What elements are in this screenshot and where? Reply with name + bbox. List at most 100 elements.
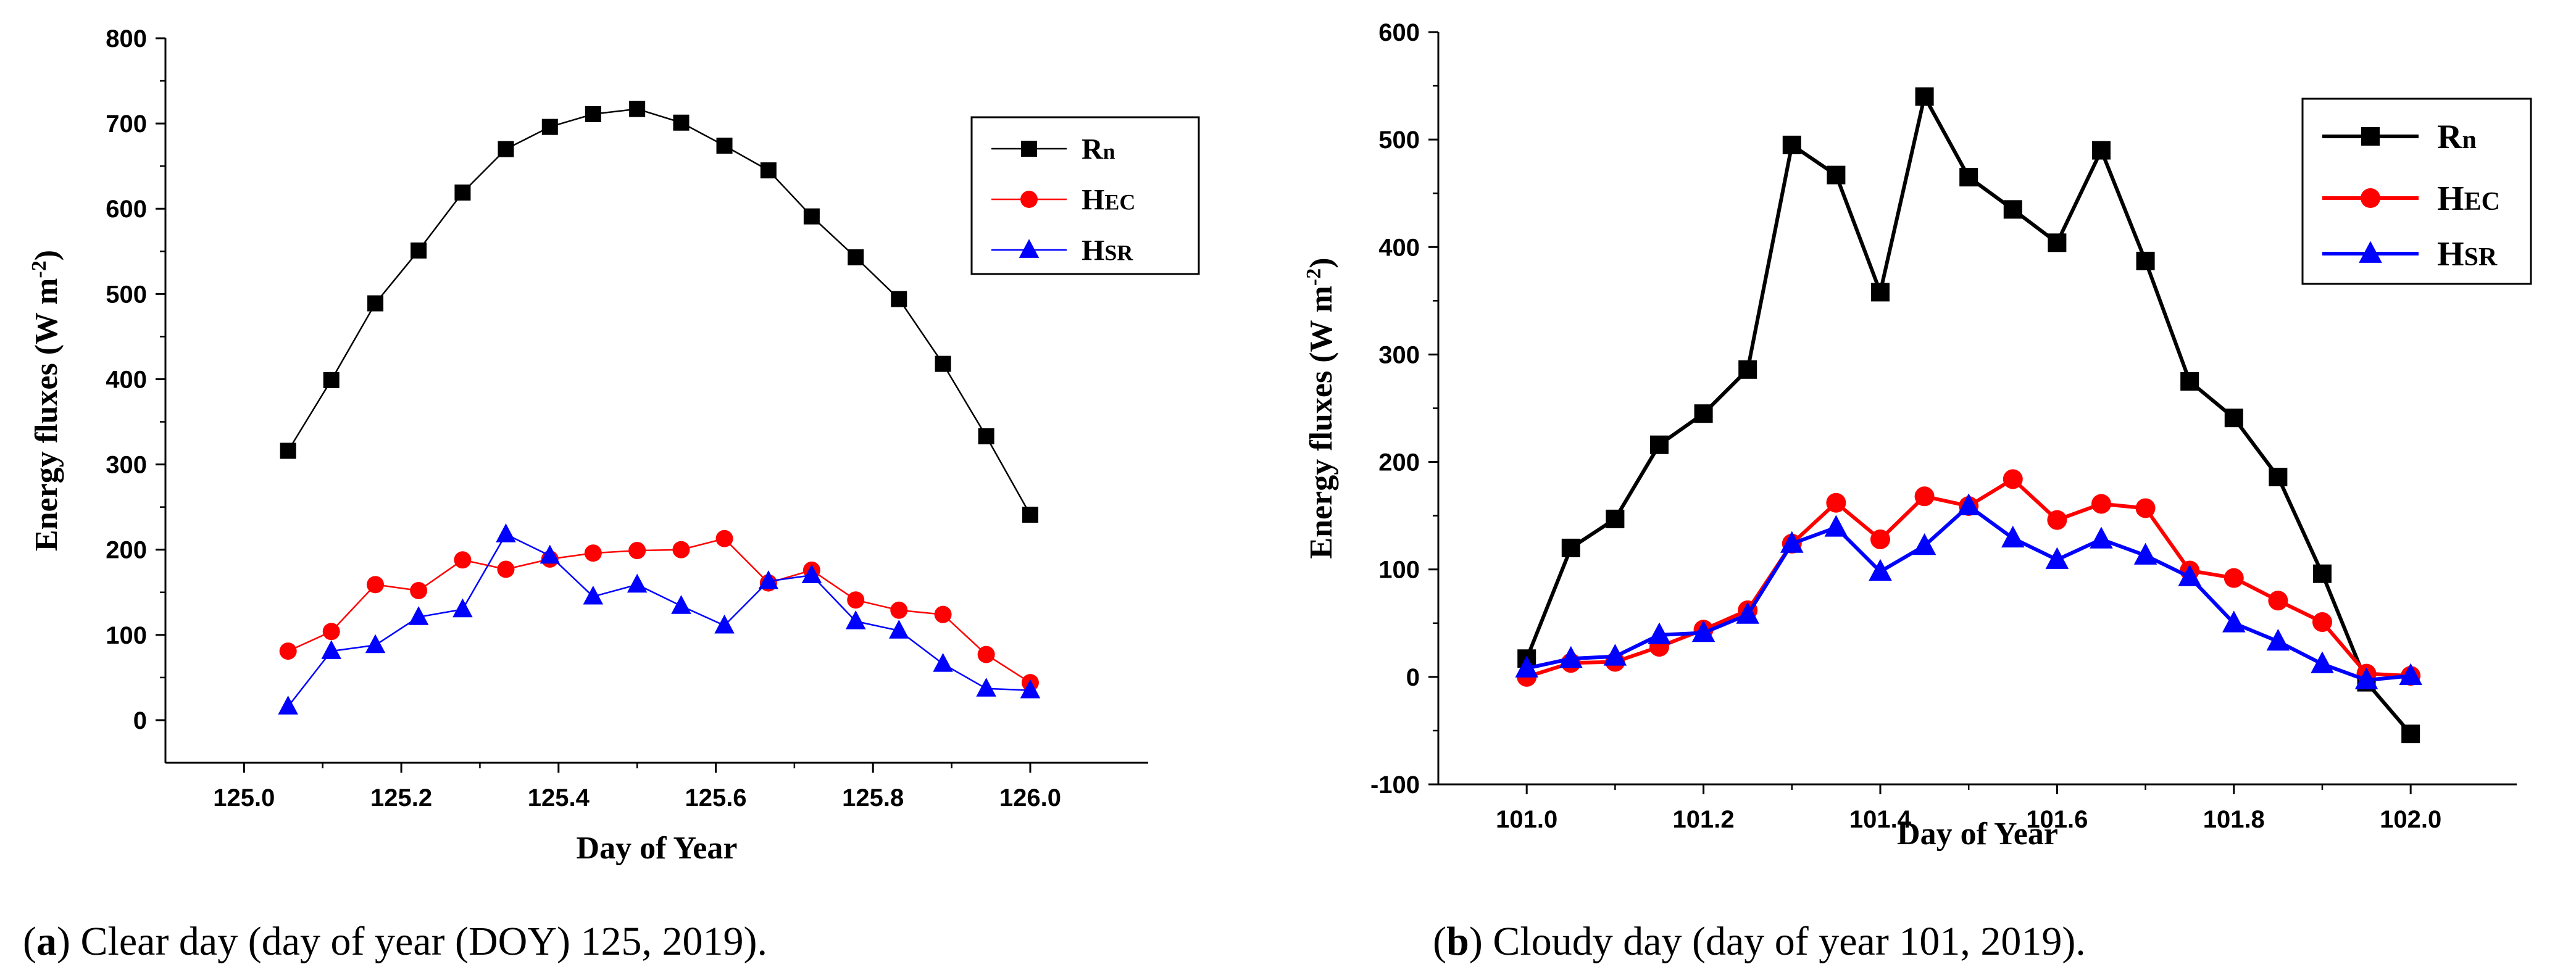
panel-b-hsr-point xyxy=(1559,646,1583,668)
panel-a-caption-label: a xyxy=(36,919,57,964)
panel-a-caption-body: ) Clear day (day of year (DOY) 125, 2019… xyxy=(57,919,767,964)
panel-a-y-tick-label: 700 xyxy=(106,110,147,138)
panel-b-y-axis-title: Energy fluxes (W m-2) xyxy=(1303,257,1339,559)
panel-b-hec-point xyxy=(2091,494,2111,514)
panel-b-rn-point xyxy=(2091,141,2111,160)
panel-a-y-tick-label: 0 xyxy=(133,707,147,734)
panel-b-hsr-point xyxy=(2266,628,2290,651)
panel-b-hec-point xyxy=(1870,529,1890,549)
panel-a-x-tick-label: 125.2 xyxy=(370,784,432,812)
panel-b-y-tick-label: 0 xyxy=(1406,664,1420,691)
panel-a-hec-point xyxy=(672,541,690,559)
panel-b-y-tick-label: -100 xyxy=(1370,771,1420,799)
panel-b-rn-point xyxy=(1827,165,1846,185)
panel-b-hsr-point xyxy=(2090,526,2113,549)
panel-a-rn-point xyxy=(978,428,994,445)
panel-b-y-tick-label: 200 xyxy=(1378,449,1420,476)
panel-b-y-tick-label: 600 xyxy=(1378,19,1420,46)
panel-a-rn-point xyxy=(848,249,864,265)
panel-b-hsr-point xyxy=(1648,622,1671,644)
panel-b-rn-point xyxy=(2003,200,2022,219)
panel-a-x-axis-title: Day of Year xyxy=(577,831,738,866)
panel-a-hsr-point xyxy=(583,585,604,605)
panel-b-x-tick-label: 101.2 xyxy=(1673,806,1735,833)
panel-b-y-tick-label: 300 xyxy=(1378,341,1420,368)
panel-a-hsr-point xyxy=(408,606,429,625)
panel-b-rn-point xyxy=(1782,135,1801,154)
panel-a-hec-point xyxy=(584,544,602,562)
panel-a-hsr-point xyxy=(1020,679,1041,699)
panel-b-rn-point xyxy=(2180,372,2199,391)
panel-a-x-tick-label: 125.4 xyxy=(528,784,590,812)
panel-b-y-tick-label: 100 xyxy=(1378,557,1420,584)
panel-b-hsr-point xyxy=(2178,564,2201,586)
panel-b-legend-hec-label: HEC xyxy=(2437,180,2500,218)
panel-a-hec-point xyxy=(847,591,865,609)
panel-a-x-tick-label: 125.8 xyxy=(842,784,904,812)
panel-a-legend-hec-marker xyxy=(1020,191,1038,208)
panel-b-hec-point xyxy=(2268,591,2288,611)
panel-b-hec-point xyxy=(1914,486,1935,507)
panel-b-caption: (b) Cloudy day (day of year 101, 2019). xyxy=(1433,919,2086,964)
panel-b-hec-point xyxy=(1826,492,1846,513)
panel-a-rn-point xyxy=(541,118,558,135)
panel-a-hsr-point xyxy=(801,564,822,584)
panel-a-rn-point xyxy=(411,242,427,259)
panel-a-hec-point xyxy=(367,576,385,594)
panel-b-hsr-point xyxy=(1824,515,1848,537)
panel-a-y-tick-label: 500 xyxy=(106,281,147,308)
panel-a-hec-point xyxy=(322,623,340,641)
panel-b-rn-point xyxy=(2136,251,2155,270)
panel-b-hec-point xyxy=(2312,612,2332,633)
panel-a-hec-point xyxy=(454,551,472,569)
panel-a-rn-point xyxy=(367,295,384,312)
panel-b-legend-rn-marker xyxy=(2361,127,2380,146)
panel-a-legend-rn-marker xyxy=(1021,141,1037,157)
panel-b-x-tick-label: 101.0 xyxy=(1496,806,1557,833)
panel-b-hsr-point xyxy=(1869,559,1892,581)
panel-a-hec-point xyxy=(628,542,646,560)
panel-a-rn-point xyxy=(673,114,690,131)
panel-a-rn-point xyxy=(760,162,777,179)
panel-a-hec-point xyxy=(497,560,515,578)
panel-a-hsr-point xyxy=(933,653,953,672)
panel-a-legend-hec-label: HEC xyxy=(1082,183,1135,216)
panel-a-hsr-point xyxy=(496,523,516,542)
panel-b-hsr-point xyxy=(1957,493,1980,515)
panel-a-legend-box xyxy=(970,116,1200,275)
panel-b-legend-hsr-marker xyxy=(2359,241,2382,263)
panel-a-y-tick-label: 100 xyxy=(106,622,147,649)
panel-a-rn-point xyxy=(803,208,820,225)
panel-a-rn-point xyxy=(1022,507,1038,523)
panel-a-hsr-point xyxy=(889,620,909,639)
panel-a-hsr-point xyxy=(365,634,386,654)
panel-a-y-tick-label: 600 xyxy=(106,196,147,223)
panel-b-x-tick-label: 101.4 xyxy=(1849,806,1912,833)
panel-b-caption-label: b xyxy=(1446,919,1469,964)
panel-a-hsr-point xyxy=(845,610,866,629)
panel-a-hec-point xyxy=(890,601,908,619)
panel-a-hec-point xyxy=(934,605,952,623)
panel-b-legend-hsr-label: HSR xyxy=(2437,235,2498,273)
panel-b-rn-point xyxy=(1738,360,1757,379)
panel-a-hec-point xyxy=(410,582,428,600)
panel-a-x-tick-label: 126.0 xyxy=(999,784,1061,812)
panel-b-x-tick-label: 101.8 xyxy=(2203,806,2265,833)
panel-b-hec-point xyxy=(2135,498,2156,518)
panel-a-rn-point xyxy=(323,372,340,388)
panel-b-rn-point xyxy=(1649,435,1669,454)
panel-a-hsr-point xyxy=(540,544,561,564)
panel-a-rn-point xyxy=(629,101,646,117)
panel-b-hsr-point xyxy=(1515,655,1538,678)
panel-a-y-tick-label: 300 xyxy=(106,452,147,479)
panel-b-hsr-point xyxy=(1691,620,1715,642)
panel-b-hsr-point xyxy=(1603,644,1627,666)
panel-a-rn-point xyxy=(498,141,514,157)
panel-a-hsr-point xyxy=(714,614,735,634)
panel-a-hsr-point xyxy=(627,573,648,593)
panel-b-x-tick-label: 101.6 xyxy=(2026,806,2088,833)
panel-b-legend-hec-marker xyxy=(2361,188,2380,208)
panel-a-caption: (a) Clear day (day of year (DOY) 125, 20… xyxy=(23,919,767,964)
